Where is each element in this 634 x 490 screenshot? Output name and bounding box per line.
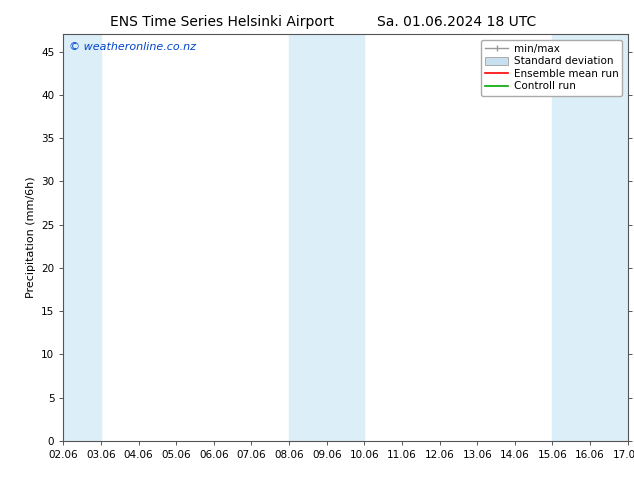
Legend: min/max, Standard deviation, Ensemble mean run, Controll run: min/max, Standard deviation, Ensemble me… [481,40,623,96]
Text: ENS Time Series Helsinki Airport: ENS Time Series Helsinki Airport [110,15,334,29]
Bar [63,34,101,441]
Text: © weatheronline.co.nz: © weatheronline.co.nz [69,43,196,52]
Bar [289,34,365,441]
Text: Sa. 01.06.2024 18 UTC: Sa. 01.06.2024 18 UTC [377,15,536,29]
Bar [552,34,628,441]
Y-axis label: Precipitation (mm/6h): Precipitation (mm/6h) [25,177,36,298]
